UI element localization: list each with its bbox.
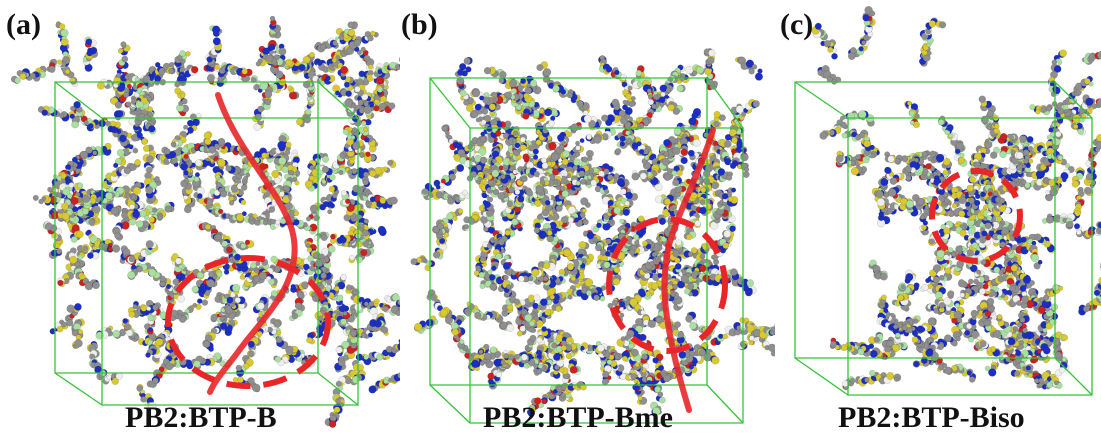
panel-b: (b) PB2:BTP-Bme bbox=[395, 0, 775, 443]
red-dashed-circle bbox=[165, 255, 331, 389]
molecular-box-b bbox=[410, 48, 775, 424]
panel-label-b: (b) bbox=[401, 8, 438, 41]
molecular-box-c bbox=[794, 5, 1101, 396]
panel-label-a: (a) bbox=[6, 8, 41, 41]
panel-a: (a) PB2:BTP-B bbox=[0, 0, 400, 443]
red-transport-path bbox=[207, 92, 298, 395]
molecular-box-a bbox=[10, 15, 400, 428]
panel-c: (c) PB2:BTP-Biso bbox=[770, 0, 1101, 443]
panel-caption-a: PB2:BTP-B bbox=[125, 401, 277, 434]
panel-caption-b: PB2:BTP-Bme bbox=[483, 401, 673, 434]
panel-label-c: (c) bbox=[780, 8, 814, 41]
red-transport-path bbox=[661, 127, 716, 413]
red-dashed-circle bbox=[606, 216, 728, 354]
panel-caption-c: PB2:BTP-Biso bbox=[838, 401, 1025, 434]
red-dashed-circle bbox=[929, 168, 1023, 264]
